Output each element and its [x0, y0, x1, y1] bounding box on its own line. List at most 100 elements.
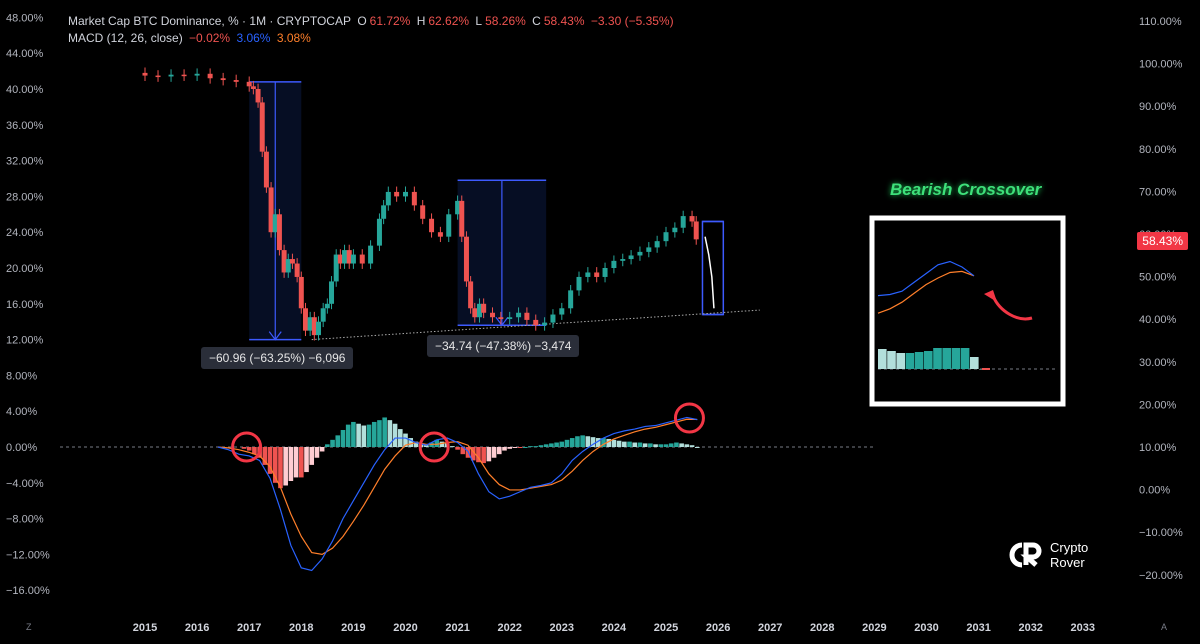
candle-body: [463, 236, 469, 282]
x-axis-tick: 2029: [862, 622, 886, 634]
candle-body: [468, 281, 474, 309]
candle-body: [281, 250, 287, 273]
low-label: L: [475, 14, 483, 28]
candle-body: [437, 232, 443, 237]
candle-body: [420, 205, 426, 219]
inset-frame: [869, 215, 1066, 407]
auto-scale-button[interactable]: A: [1161, 622, 1168, 632]
brand-line2: Rover: [1050, 555, 1085, 570]
candle-body: [476, 303, 482, 318]
log-scale-button[interactable]: Z: [26, 622, 32, 632]
candle-body: [333, 254, 339, 282]
histogram-bar: [658, 444, 664, 447]
candle-body: [693, 221, 699, 240]
histogram-bar: [335, 435, 341, 447]
candle-body: [490, 312, 496, 318]
histogram-bar: [267, 447, 273, 474]
candle-body: [311, 317, 317, 336]
histogram-bar: [304, 447, 309, 473]
histogram-bar: [314, 447, 320, 458]
candle-body: [524, 312, 530, 320]
candle-body: [285, 259, 291, 273]
histogram-bar: [637, 442, 643, 447]
left-axis-tick: −8.00%: [6, 514, 44, 526]
candle-body: [472, 308, 478, 318]
histogram-bar: [325, 444, 330, 447]
candle-body: [576, 276, 582, 291]
histogram-bar: [512, 447, 518, 448]
histogram-bar: [288, 447, 294, 482]
histogram-bar: [663, 444, 669, 447]
macd-legend: MACD (12, 26, close) −0.02% 3.06% 3.08%: [68, 31, 314, 45]
inset-macd-line: [877, 260, 975, 297]
histogram-bar: [648, 443, 653, 447]
histogram-bar: [293, 447, 299, 478]
crossover-circle: [418, 431, 450, 463]
left-axis-tick: 36.00%: [6, 120, 44, 132]
x-axis-tick: 2026: [706, 622, 730, 634]
candle-body: [498, 317, 504, 320]
histogram-bar: [496, 447, 502, 455]
left-axis-tick: 16.00%: [6, 299, 44, 311]
histogram-bar: [575, 436, 580, 447]
histogram-bar: [611, 439, 617, 447]
candle-body: [663, 232, 669, 242]
histogram-bar: [684, 444, 690, 447]
right-axis-tick: 80.00%: [1139, 144, 1177, 156]
histogram-bar: [262, 447, 268, 465]
left-axis-tick: −16.00%: [6, 585, 50, 597]
histogram-bar: [694, 447, 700, 448]
left-axis-tick: 48.00%: [6, 12, 44, 24]
candle-body: [385, 191, 391, 206]
crossover-circle: [231, 431, 263, 463]
left-axis-tick: 4.00%: [6, 406, 37, 418]
histogram-bar: [606, 438, 611, 447]
x-axis-tick: 2017: [237, 622, 261, 634]
candle-body: [411, 191, 417, 206]
macd-hist-value: −0.02%: [189, 31, 231, 45]
open-value: 61.72%: [369, 14, 411, 28]
histogram-bar: [601, 438, 606, 447]
candle-body: [654, 241, 660, 248]
candle-body: [168, 74, 174, 77]
right-axis-tick: 50.00%: [1139, 272, 1177, 284]
histogram-bar: [351, 421, 356, 447]
x-axis-tick: 2023: [550, 622, 574, 634]
histogram-bar: [424, 445, 429, 447]
candle-body: [142, 72, 148, 76]
histogram-bar: [507, 447, 512, 449]
inset-histogram-bar: [942, 348, 951, 369]
histogram-bar: [627, 441, 632, 447]
candle-body: [507, 317, 513, 320]
change-value: −3.30 (−5.35%): [590, 14, 674, 28]
x-axis-tick: 2019: [341, 622, 365, 634]
histogram-bar: [585, 436, 591, 447]
histogram-bar: [632, 442, 638, 447]
x-axis-tick: 2027: [758, 622, 782, 634]
candle-body: [207, 73, 213, 79]
right-axis-tick: −10.00%: [1139, 527, 1183, 539]
signal-line: [217, 418, 698, 556]
candle-body: [307, 317, 313, 331]
candle-body: [628, 255, 634, 260]
inset-histogram-bar: [914, 352, 924, 369]
candle-body: [272, 214, 278, 233]
histogram-bar: [403, 433, 408, 447]
left-axis-tick: −12.00%: [6, 549, 50, 561]
candle-body: [276, 214, 282, 251]
close-value: 58.43%: [543, 14, 585, 28]
close-label: C: [532, 14, 541, 28]
candle-body: [259, 102, 265, 152]
histogram-bar: [517, 447, 523, 448]
candle-body: [337, 254, 343, 264]
macd-title: MACD (12, 26, close): [68, 31, 183, 45]
high-label: H: [416, 14, 426, 28]
histogram-bar: [366, 424, 372, 447]
x-axis-tick: 2016: [185, 622, 209, 634]
x-axis-tick: 2022: [497, 622, 521, 634]
candle-body: [376, 218, 382, 246]
histogram-bar: [345, 424, 351, 447]
histogram-bar: [481, 447, 486, 464]
candle-body: [559, 308, 565, 315]
